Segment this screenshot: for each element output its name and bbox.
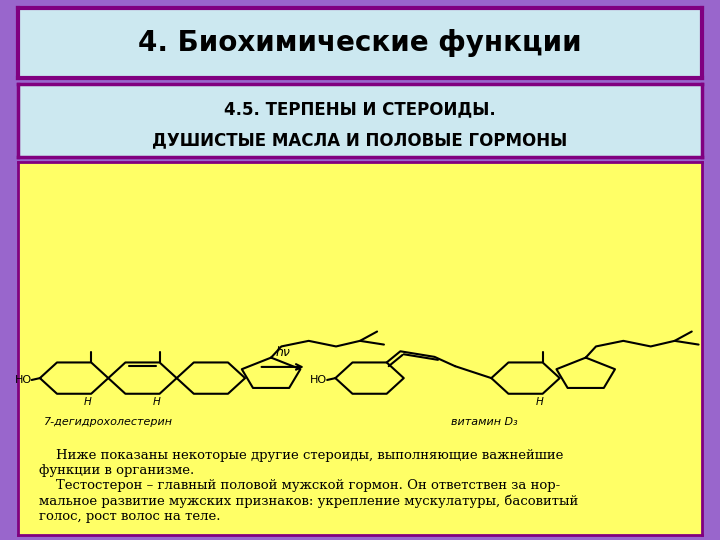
Text: H: H	[536, 397, 543, 407]
Text: HO: HO	[310, 375, 327, 385]
Text: H: H	[84, 397, 91, 407]
Text: 4. Биохимические функции: 4. Биохимические функции	[138, 29, 582, 57]
Text: H: H	[153, 397, 160, 407]
Text: витамин D₃: витамин D₃	[451, 417, 518, 427]
Text: hν: hν	[275, 346, 290, 359]
Text: 7-дегидрохолестерин: 7-дегидрохолестерин	[44, 417, 173, 427]
Text: Ниже показаны некоторые другие стероиды, выполняющие важнейшие
функции в организ: Ниже показаны некоторые другие стероиды,…	[39, 449, 577, 523]
Text: HO: HO	[14, 375, 32, 385]
Text: ДУШИСТЫЕ МАСЛА И ПОЛОВЫЕ ГОРМОНЫ: ДУШИСТЫЕ МАСЛА И ПОЛОВЫЕ ГОРМОНЫ	[153, 132, 567, 150]
Text: 4.5. ТЕРПЕНЫ И СТЕРОИДЫ.: 4.5. ТЕРПЕНЫ И СТЕРОИДЫ.	[224, 100, 496, 118]
